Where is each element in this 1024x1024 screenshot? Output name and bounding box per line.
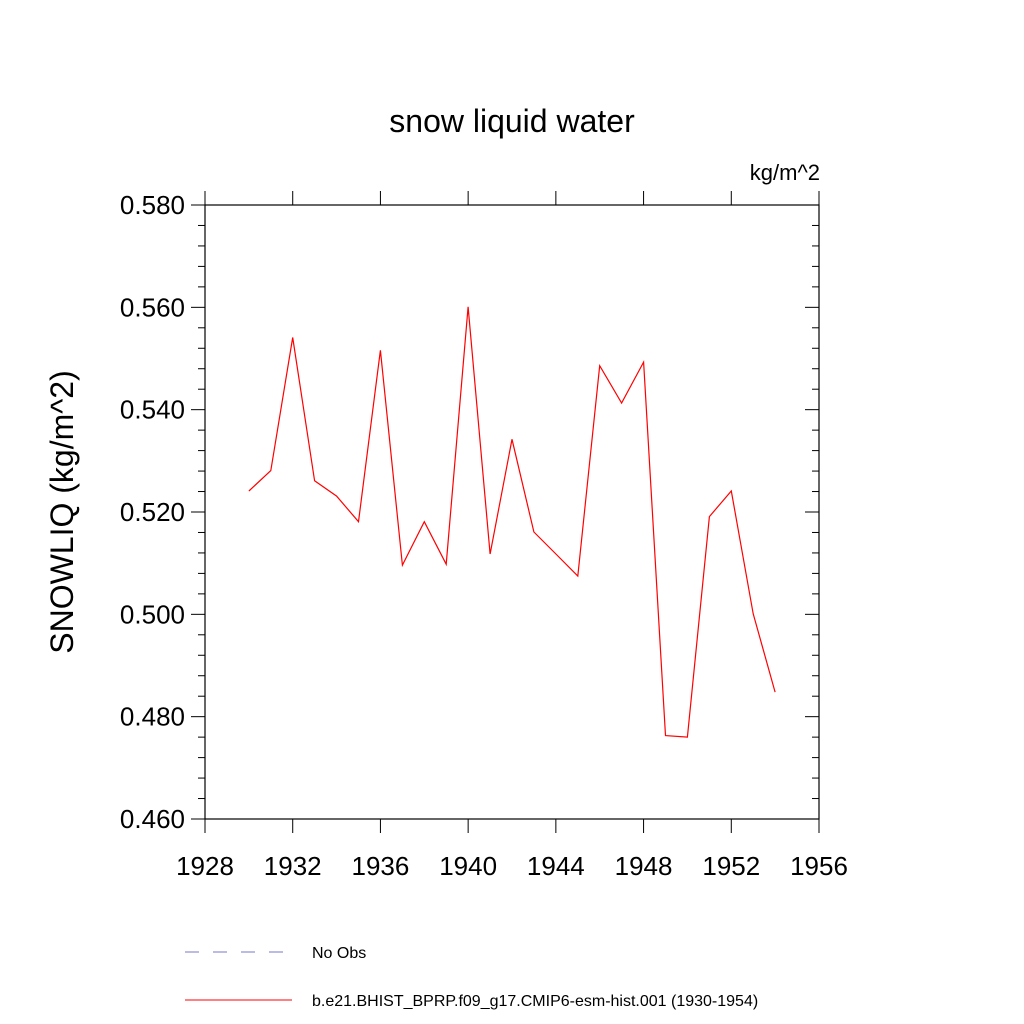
- y-tick-label: 0.480: [120, 702, 185, 732]
- series-line: [248, 306, 776, 738]
- x-tick-label: 1952: [702, 851, 760, 881]
- x-tick-label: 1936: [352, 851, 410, 881]
- legend-label: No Obs: [312, 945, 366, 962]
- x-tick-label: 1928: [176, 851, 234, 881]
- units-label: kg/m^2: [750, 160, 820, 185]
- plot-frame: [204, 204, 820, 820]
- series-layer: [248, 306, 776, 738]
- y-tick-label: 0.460: [120, 804, 185, 834]
- x-tick-labels: 1928 1932 1936 1940 1944 1948 1952 1956: [176, 851, 848, 881]
- y-tick-label: 0.500: [120, 599, 185, 629]
- y-tick-label: 0.540: [120, 395, 185, 425]
- x-tick-label: 1944: [527, 851, 585, 881]
- chart-title: snow liquid water: [389, 103, 635, 139]
- x-tick-label: 1956: [790, 851, 848, 881]
- y-tick-label: 0.520: [120, 497, 185, 527]
- x-tick-label: 1948: [615, 851, 673, 881]
- axis-ticks: [191, 191, 820, 833]
- y-tick-label: 0.580: [120, 190, 185, 220]
- y-axis-title: SNOWLIQ (kg/m^2): [44, 370, 80, 653]
- y-tick-labels: 0.460 0.480 0.500 0.520 0.540 0.560 0.580: [120, 190, 185, 834]
- x-tick-label: 1940: [439, 851, 497, 881]
- legend: No Obs b.e21.BHIST_BPRP.f09_g17.CMIP6-esm…: [185, 945, 758, 1010]
- x-tick-label: 1932: [264, 851, 322, 881]
- y-tick-label: 0.560: [120, 292, 185, 322]
- legend-label: b.e21.BHIST_BPRP.f09_g17.CMIP6-esm-hist.…: [312, 993, 758, 1010]
